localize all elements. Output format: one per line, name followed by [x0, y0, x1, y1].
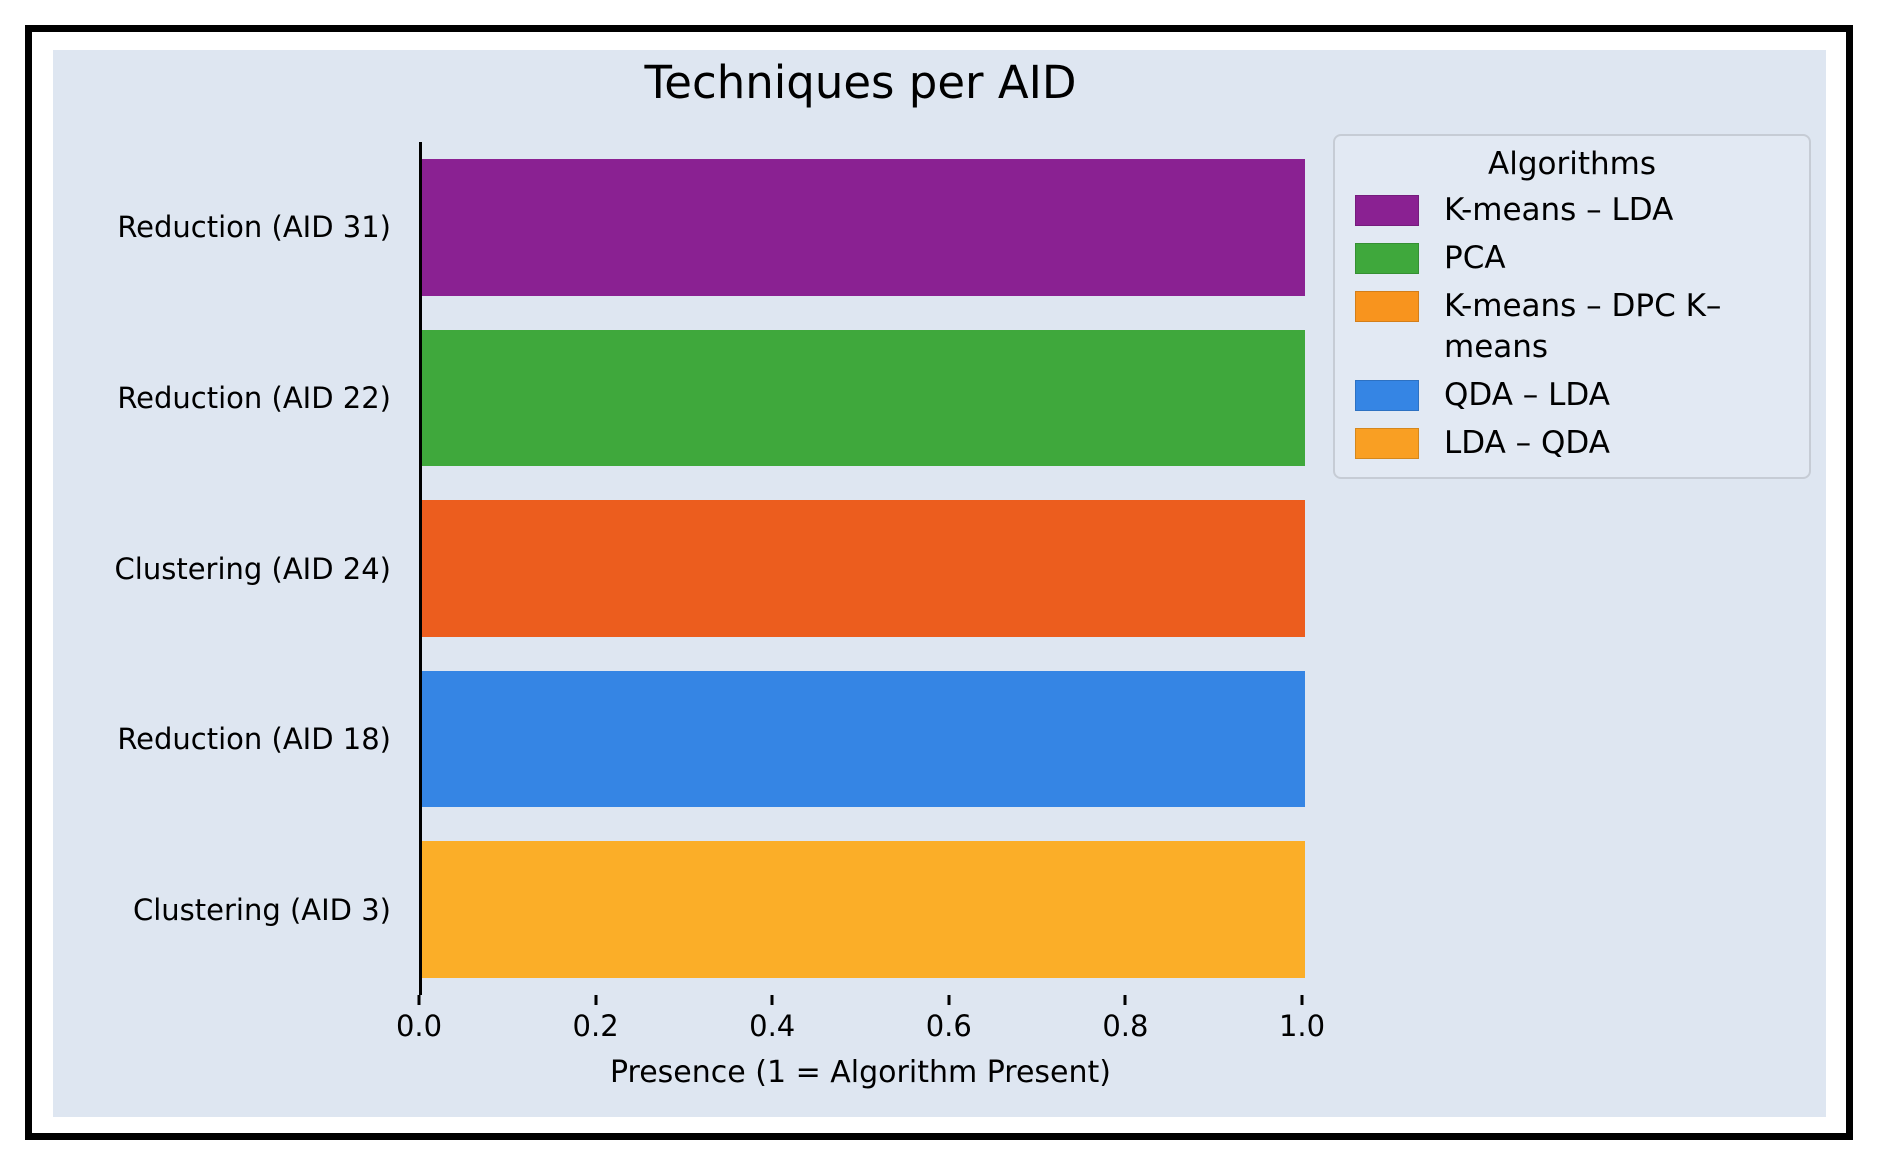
legend-item-label: K-means – LDA — [1444, 192, 1674, 228]
legend: Algorithms K-means – LDA PCA K-means – D… — [1333, 134, 1811, 480]
x-tick-mark — [947, 995, 951, 1005]
x-tick-mark — [770, 995, 774, 1005]
x-tick-label: 1.0 — [1278, 1009, 1326, 1043]
legend-item: LDA – QDA — [1355, 423, 1789, 464]
bar — [422, 670, 1305, 808]
y-axis-tick-label: Clustering (AID 3) — [132, 892, 391, 927]
x-axis-ticks: 0.0 0.2 0.4 0.6 0.8 1.0 — [396, 995, 1325, 1055]
legend-title: Algorithms — [1488, 146, 1656, 182]
y-axis-labels: Reduction (AID 31) Reduction (AID 22) Clus… — [53, 142, 405, 995]
x-tick-label: 0.4 — [749, 1009, 796, 1043]
x-tick-label: 0.0 — [395, 1009, 443, 1043]
legend-item: PCA — [1355, 238, 1789, 279]
legend-item: K-means – DPC K–means — [1355, 286, 1789, 368]
y-axis-tick-label: Reduction (AID 31) — [117, 210, 391, 245]
legend-swatch — [1355, 379, 1419, 411]
legend-item: QDA – LDA — [1355, 375, 1789, 416]
x-tick-label: 0.6 — [925, 1009, 972, 1043]
legend-swatch — [1355, 195, 1419, 226]
x-tick-mark — [417, 995, 421, 1005]
y-axis-tick-label: Clustering (AID 24) — [114, 551, 391, 586]
legend-item-label: QDA – LDA — [1444, 376, 1610, 413]
y-axis-tick-label: Reduction (AID 22) — [117, 380, 391, 415]
legend-swatch — [1355, 427, 1419, 459]
x-tick-mark — [1300, 995, 1304, 1005]
legend-item-label: LDA – QDA — [1444, 424, 1610, 461]
x-tick-label: 0.2 — [572, 1009, 619, 1043]
plot-area — [419, 142, 1305, 995]
legend-swatch — [1355, 290, 1419, 322]
legend-item-label: PCA — [1444, 239, 1506, 276]
legend-swatch — [1355, 242, 1419, 274]
bar — [422, 329, 1305, 467]
x-axis-label: Presence (1 = Algorithm Present) — [609, 1055, 1111, 1090]
x-tick-mark — [1123, 995, 1127, 1005]
legend-item: K-means – LDA — [1355, 190, 1789, 231]
bar — [422, 159, 1305, 296]
bar — [422, 841, 1305, 978]
y-axis-tick-label: Reduction (AID 18) — [117, 722, 391, 757]
legend-items: K-means – LDA PCA K-means – DPC K–means … — [1355, 190, 1789, 463]
x-tick-mark — [594, 995, 598, 1005]
x-tick-label: 0.8 — [1102, 1009, 1149, 1043]
bar — [422, 500, 1305, 637]
legend-item-label: K-means – DPC K–means — [1444, 287, 1722, 365]
chart-title: Techniques per AID — [644, 56, 1077, 109]
chart-panel: Techniques per AID Reduction (AID 31) Red… — [53, 50, 1826, 1117]
